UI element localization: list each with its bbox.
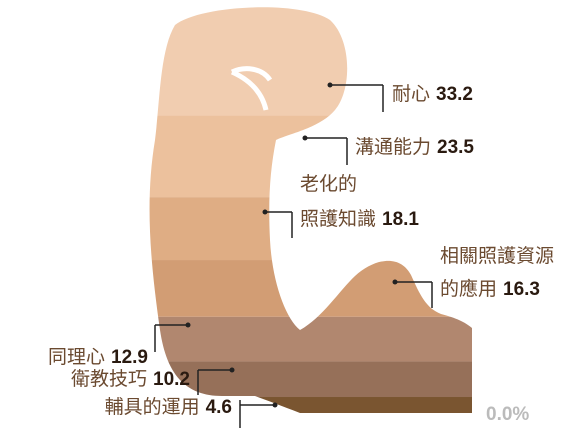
category-label: 相關照護資源 [440,245,554,267]
leader-dot [186,323,191,328]
category-label: 輔具的運用 4.6 [105,396,232,418]
value-label: 23.5 [437,137,474,158]
category-text: 衛教技巧 [71,368,147,390]
leader-dot [303,136,308,141]
category-label: 照護知識 18.1 [300,208,419,230]
band [100,115,490,197]
category-label: 溝通能力 23.5 [355,136,474,158]
chart: 耐心 33.2 溝通能力 23.5 老化的照護知識 18.1 相關照護資源的應用 16.3 同理… [0,0,585,433]
band [100,0,490,115]
leader-dot [393,280,398,285]
category-text: 老化的 [300,173,357,195]
category-label: 耐心 33.2 [392,83,473,105]
category-text: 的應用 [440,277,497,300]
category-text: 照護知識 [300,208,376,230]
category-label: 的應用 16.3 [440,277,540,300]
leader-dot [263,210,268,215]
value-label: 33.2 [436,84,473,105]
category-text: 相關照護資源 [440,245,554,267]
category-label: 老化的 [300,173,357,195]
category-text: 輔具的運用 [105,396,200,418]
leader-dot [273,403,278,408]
value-label: 10.2 [153,369,190,390]
value-label: 12.9 [111,347,148,368]
category-label: 衛教技巧 10.2 [71,368,190,390]
value-label: 18.1 [382,209,419,230]
value-label: 4.6 [206,397,232,418]
category-label: 同理心 12.9 [48,346,148,368]
category-text: 同理心 [48,346,105,368]
band [100,317,490,362]
y-tick-label: 0.0% [486,404,529,425]
arm [100,0,490,413]
category-text: 溝通能力 [355,136,431,158]
leader-dot [328,83,333,88]
value-label: 16.3 [503,279,540,300]
leader-dot [230,368,235,373]
category-text: 耐心 [392,83,430,105]
band [100,197,490,260]
